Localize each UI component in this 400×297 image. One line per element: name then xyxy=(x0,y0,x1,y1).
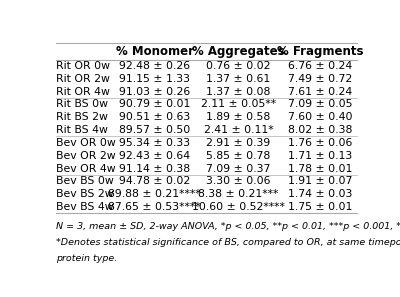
Text: 1.37 ± 0.61: 1.37 ± 0.61 xyxy=(206,74,270,84)
Text: 3.30 ± 0.06: 3.30 ± 0.06 xyxy=(206,176,270,186)
Text: 7.61 ± 0.24: 7.61 ± 0.24 xyxy=(288,87,353,97)
Text: Rit BS 4w: Rit BS 4w xyxy=(56,125,108,135)
Text: 1.37 ± 0.08: 1.37 ± 0.08 xyxy=(206,87,270,97)
Text: 7.60 ± 0.40: 7.60 ± 0.40 xyxy=(288,112,353,122)
Text: 1.71 ± 0.13: 1.71 ± 0.13 xyxy=(288,151,353,161)
Text: % Aggregates: % Aggregates xyxy=(192,45,285,58)
Text: Rit OR 2w: Rit OR 2w xyxy=(56,74,110,84)
Text: 91.14 ± 0.38: 91.14 ± 0.38 xyxy=(119,164,190,173)
Text: 1.74 ± 0.03: 1.74 ± 0.03 xyxy=(288,189,353,199)
Text: protein type.: protein type. xyxy=(56,254,118,263)
Text: 87.65 ± 0.53****: 87.65 ± 0.53**** xyxy=(108,202,201,212)
Text: Bev OR 0w: Bev OR 0w xyxy=(56,138,116,148)
Text: 2.91 ± 0.39: 2.91 ± 0.39 xyxy=(206,138,270,148)
Text: Bev BS 2w: Bev BS 2w xyxy=(56,189,114,199)
Text: 92.43 ± 0.64: 92.43 ± 0.64 xyxy=(119,151,190,161)
Text: 5.85 ± 0.78: 5.85 ± 0.78 xyxy=(206,151,270,161)
Text: 1.89 ± 0.58: 1.89 ± 0.58 xyxy=(206,112,270,122)
Text: 90.79 ± 0.01: 90.79 ± 0.01 xyxy=(119,99,190,110)
Text: Bev BS 4w: Bev BS 4w xyxy=(56,202,114,212)
Text: 8.02 ± 0.38: 8.02 ± 0.38 xyxy=(288,125,353,135)
Text: 2.11 ± 0.05**: 2.11 ± 0.05** xyxy=(201,99,276,110)
Text: % Fragments: % Fragments xyxy=(277,45,364,58)
Text: % Monomer: % Monomer xyxy=(116,45,194,58)
Text: 91.03 ± 0.26: 91.03 ± 0.26 xyxy=(119,87,190,97)
Text: 94.78 ± 0.02: 94.78 ± 0.02 xyxy=(119,176,190,186)
Text: 95.34 ± 0.33: 95.34 ± 0.33 xyxy=(119,138,190,148)
Text: 89.88 ± 0.21****: 89.88 ± 0.21**** xyxy=(108,189,201,199)
Text: 1.91 ± 0.07: 1.91 ± 0.07 xyxy=(288,176,353,186)
Text: 91.15 ± 1.33: 91.15 ± 1.33 xyxy=(119,74,190,84)
Text: 90.51 ± 0.63: 90.51 ± 0.63 xyxy=(119,112,190,122)
Text: Rit OR 0w: Rit OR 0w xyxy=(56,61,110,71)
Text: *Denotes statistical significance of BS, compared to OR, at same timepoint for t: *Denotes statistical significance of BS,… xyxy=(56,238,400,247)
Text: Bev OR 2w: Bev OR 2w xyxy=(56,151,116,161)
Text: 1.75 ± 0.01: 1.75 ± 0.01 xyxy=(288,202,353,212)
Text: 8.38 ± 0.21***: 8.38 ± 0.21*** xyxy=(198,189,278,199)
Text: Bev BS 0w: Bev BS 0w xyxy=(56,176,114,186)
Text: Bev OR 4w: Bev OR 4w xyxy=(56,164,116,173)
Text: Rit BS 2w: Rit BS 2w xyxy=(56,112,108,122)
Text: 1.78 ± 0.01: 1.78 ± 0.01 xyxy=(288,164,353,173)
Text: 92.48 ± 0.26: 92.48 ± 0.26 xyxy=(119,61,190,71)
Text: 2.41 ± 0.11*: 2.41 ± 0.11* xyxy=(204,125,273,135)
Text: 7.09 ± 0.37: 7.09 ± 0.37 xyxy=(206,164,270,173)
Text: 89.57 ± 0.50: 89.57 ± 0.50 xyxy=(119,125,190,135)
Text: 6.76 ± 0.24: 6.76 ± 0.24 xyxy=(288,61,353,71)
Text: 1.76 ± 0.06: 1.76 ± 0.06 xyxy=(288,138,353,148)
Text: 7.49 ± 0.72: 7.49 ± 0.72 xyxy=(288,74,353,84)
Text: Rit BS 0w: Rit BS 0w xyxy=(56,99,108,110)
Text: N = 3, mean ± SD, 2-way ANOVA, *p < 0.05, **p < 0.01, ***p < 0.001, ****p < 0.00: N = 3, mean ± SD, 2-way ANOVA, *p < 0.05… xyxy=(56,222,400,231)
Text: 10.60 ± 0.52****: 10.60 ± 0.52**** xyxy=(192,202,285,212)
Text: 7.09 ± 0.05: 7.09 ± 0.05 xyxy=(288,99,353,110)
Text: 0.76 ± 0.02: 0.76 ± 0.02 xyxy=(206,61,270,71)
Text: Rit OR 4w: Rit OR 4w xyxy=(56,87,110,97)
